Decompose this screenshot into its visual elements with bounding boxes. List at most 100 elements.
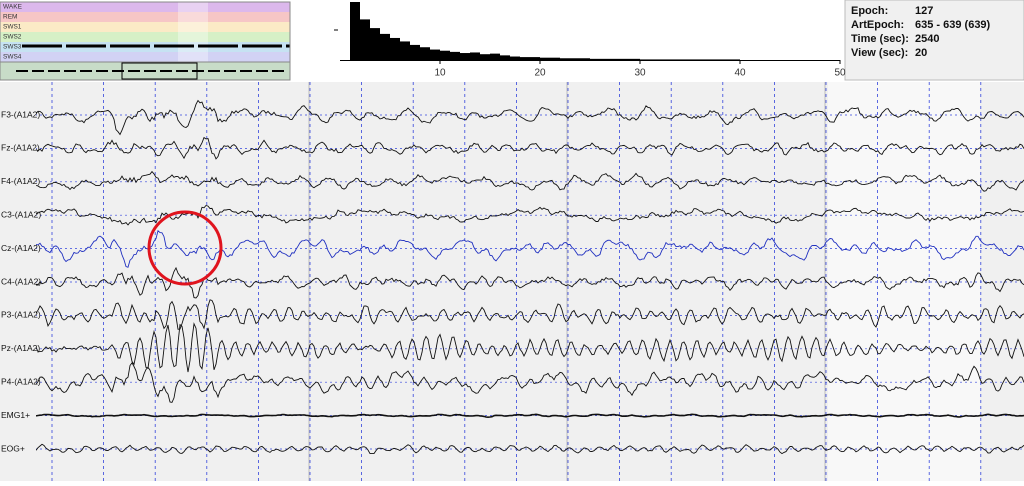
x-tick-label: 20 — [534, 68, 546, 79]
hist-bar — [680, 59, 690, 60]
stage-label: REM — [3, 14, 17, 21]
channel-label: EOG+ — [1, 443, 25, 453]
hist-bar — [530, 57, 540, 60]
info-label: Epoch: — [851, 5, 888, 17]
stage-row — [0, 52, 290, 62]
channel-label: C4-(A1A2) — [1, 276, 41, 286]
eeg-trace — [35, 413, 1024, 419]
stage-row — [0, 12, 290, 22]
hist-bar — [490, 53, 500, 60]
eeg-trace — [35, 443, 1024, 455]
x-tick-label: 30 — [634, 68, 646, 79]
hist-bar — [450, 51, 460, 60]
info-label: View (sec): — [851, 47, 908, 59]
info-value: 2540 — [915, 33, 939, 45]
eeg-trace — [35, 170, 1024, 192]
eeg-trace — [36, 266, 1024, 299]
hist-bar — [620, 58, 630, 60]
hist-bar — [650, 59, 660, 60]
channel-label-bg — [0, 142, 36, 155]
info-label: Time (sec): — [851, 33, 909, 45]
channel-label-bg — [0, 276, 36, 288]
hist-bar — [500, 55, 510, 60]
eeg-trace — [35, 322, 1024, 373]
channel-label: Fz-(A1A2) — [1, 143, 40, 153]
channel-label-bg — [0, 175, 36, 188]
channel-label-bg — [0, 342, 36, 355]
hist-bar — [380, 33, 390, 60]
channel-label-bg — [0, 443, 36, 455]
overview-window[interactable] — [121, 62, 198, 80]
channel-label: P3-(A1A2) — [1, 310, 41, 320]
stage-row — [0, 2, 290, 12]
hist-bar — [420, 47, 430, 60]
stage-label: WAKE — [3, 4, 23, 11]
hist-bar — [560, 58, 570, 60]
channel-label: F3-(A1A2) — [1, 109, 40, 119]
channel-label-bg — [0, 209, 36, 222]
hist-bar — [570, 58, 580, 60]
channel-label: P4-(A1A2) — [1, 376, 41, 386]
channel-label: EMG1+ — [1, 410, 30, 420]
info-value: 127 — [915, 5, 933, 17]
hist-bar — [710, 59, 720, 60]
stage-row — [0, 32, 290, 42]
stage-row — [0, 22, 290, 32]
hist-bar — [700, 59, 710, 60]
hist-bar — [510, 56, 520, 60]
x-tick-label: 40 — [734, 68, 746, 79]
channel-label-bg — [0, 242, 36, 255]
channel-label-bg — [0, 309, 36, 322]
hist-bar — [520, 57, 530, 60]
channel-label-bg — [0, 376, 36, 389]
hist-bar — [370, 28, 380, 60]
stage-label: SWS4 — [3, 54, 22, 61]
hist-bar — [630, 58, 640, 60]
x-tick-label: 10 — [434, 68, 446, 79]
hist-bar — [480, 54, 490, 60]
hist-bar — [720, 59, 730, 60]
info-value: 20 — [915, 47, 927, 59]
hist-bar — [580, 58, 590, 60]
stage-label: SWS1 — [3, 24, 22, 31]
hist-bar — [360, 19, 370, 60]
channel-label-bg — [0, 109, 36, 121]
hist-bar — [350, 2, 360, 60]
x-tick-label: 50 — [834, 68, 846, 79]
hist-bar — [730, 59, 740, 60]
stage-label: SWS2 — [3, 34, 22, 41]
annotation-circle — [147, 210, 223, 286]
hist-bar — [670, 59, 680, 60]
stage-label: SWS3 — [3, 44, 22, 51]
eeg-trace — [35, 299, 1024, 330]
hist-bar — [660, 59, 670, 60]
eeg-trace — [35, 229, 1024, 268]
channel-label-bg — [0, 409, 36, 422]
hist-bar — [400, 41, 410, 60]
info-value: 635 - 639 (639) — [915, 19, 991, 31]
hist-bar — [460, 53, 470, 60]
hist-bar — [470, 52, 480, 60]
hypnogram-highlight — [178, 2, 208, 62]
channel-label: F4-(A1A2) — [1, 176, 40, 186]
hist-bar — [390, 37, 400, 60]
eeg-trace — [35, 136, 1024, 160]
channel-label: Pz-(A1A2) — [1, 343, 40, 353]
eeg-trace — [35, 99, 1024, 136]
hist-bar — [550, 57, 560, 60]
hypnogram-frame — [0, 1, 291, 63]
channel-label: C3-(A1A2) — [1, 209, 41, 219]
hist-bar — [690, 59, 700, 60]
hist-bar — [610, 58, 620, 60]
hist-bar — [440, 50, 450, 60]
hist-bar — [410, 44, 420, 60]
channel-label: Cz-(A1A2) — [1, 243, 41, 253]
info-label: ArtEpoch: — [851, 19, 904, 31]
hist-bar — [590, 58, 600, 60]
hist-bar — [540, 57, 550, 60]
info-panel — [844, 0, 1024, 81]
hist-bar — [640, 59, 650, 60]
eeg-trace — [35, 204, 1024, 226]
hist-bar — [600, 58, 610, 60]
